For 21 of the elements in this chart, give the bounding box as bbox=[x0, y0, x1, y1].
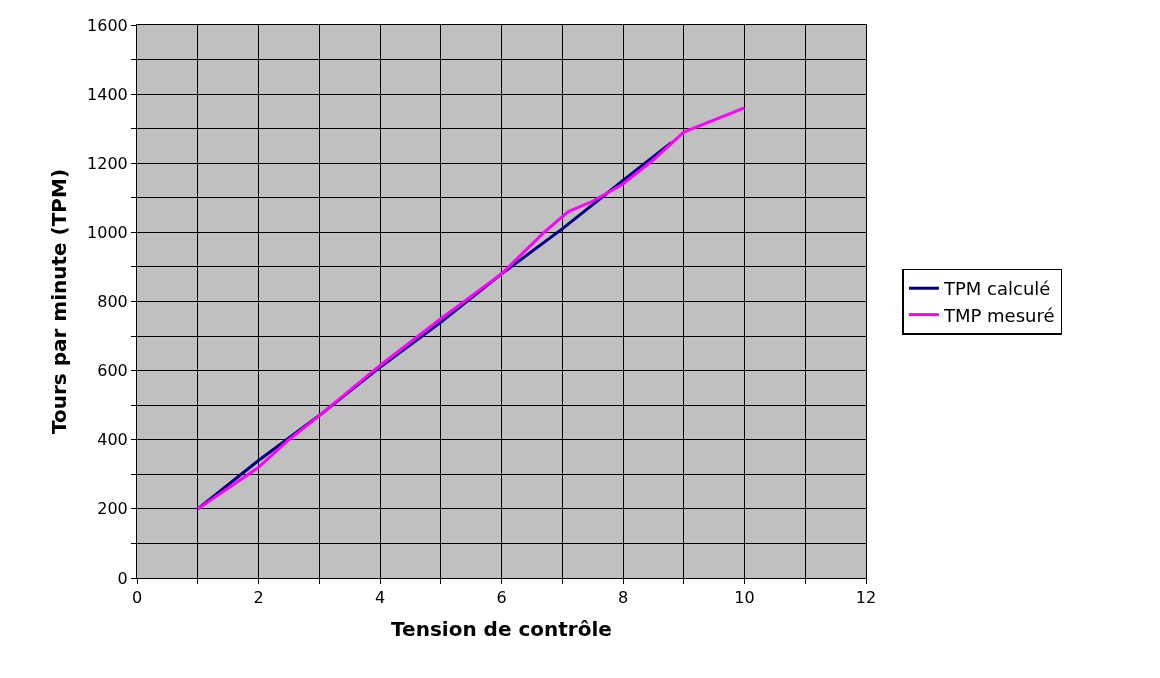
x-tick-label: 6 bbox=[496, 588, 507, 608]
y-tick-label: 800 bbox=[97, 292, 128, 312]
y-tick-label: 1600 bbox=[87, 15, 128, 35]
legend-label: TPM calculé bbox=[942, 278, 1051, 300]
y-tick-label: 1400 bbox=[87, 84, 128, 104]
x-tick-label: 0 bbox=[131, 588, 143, 608]
legend-label: TMP mesuré bbox=[942, 304, 1055, 326]
y-tick-label: 600 bbox=[97, 361, 128, 381]
y-axis-title: Tours par minute (TPM) bbox=[46, 168, 71, 435]
y-tick-label: 1200 bbox=[87, 153, 128, 173]
line-series bbox=[196, 106, 746, 511]
y-tick-label: 0 bbox=[117, 568, 128, 588]
x-tick-label: 4 bbox=[374, 588, 386, 608]
x-tick-label: 12 bbox=[855, 588, 877, 608]
x-tick-label: 10 bbox=[734, 588, 755, 608]
y-tick-label: 1000 bbox=[87, 222, 128, 242]
x-tick-label: 8 bbox=[617, 588, 629, 608]
y-tick-label: 200 bbox=[97, 499, 128, 519]
x-axis-title: Tension de contrôle bbox=[391, 616, 612, 641]
x-tick-label: 2 bbox=[253, 588, 264, 608]
y-tick-label: 400 bbox=[97, 430, 128, 450]
